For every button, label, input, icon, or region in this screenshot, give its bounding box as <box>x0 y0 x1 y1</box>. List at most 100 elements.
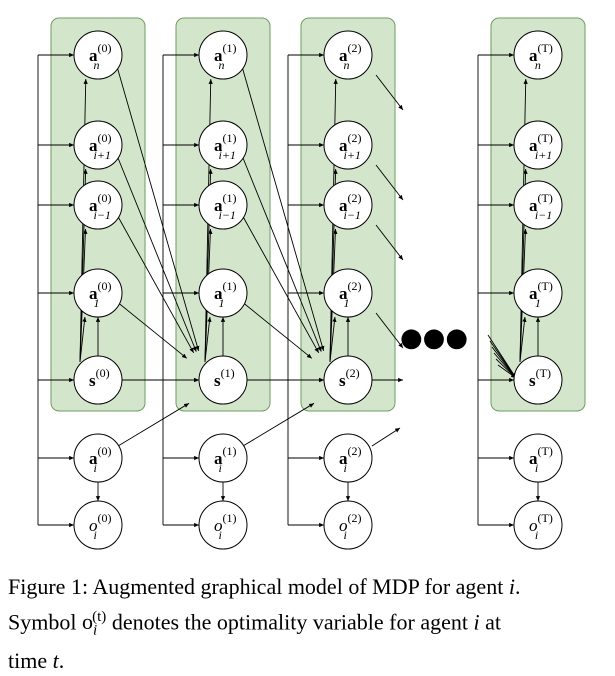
node-circle <box>73 500 123 550</box>
transition-edge <box>240 62 325 352</box>
node-label: a(1) n <box>214 41 237 72</box>
node-label: a(1) i+1 <box>214 131 237 162</box>
node-circle <box>73 355 123 405</box>
node-label: a(T) n <box>529 41 553 72</box>
optimality-symbol: oi(t) <box>81 609 107 639</box>
graphical-model-diagram: a(0) n a(0) i+1 a(0) i−1 a(0) 1 s(0) a(0) i o(0) i a(… <box>37 17 586 550</box>
node-label: a(1) i <box>214 444 237 475</box>
node-ai1m-t1: a(1) i−1 <box>198 180 248 230</box>
node-s-t2: s(2) <box>323 355 373 405</box>
node-label: s(0) <box>89 366 110 390</box>
node-ai1m-tT: a(T) i−1 <box>513 180 563 230</box>
s-to-action-edge <box>204 316 212 363</box>
node-circle <box>323 268 373 318</box>
ai-transition-edge <box>117 402 190 447</box>
node-circle <box>513 120 563 170</box>
node-circle <box>323 433 373 483</box>
node-label: a(0) n <box>89 41 112 72</box>
caption-line2-post: denotes the optimality variable for agen… <box>106 609 474 635</box>
node-label: a(2) i−1 <box>339 191 362 222</box>
node-circle <box>513 433 563 483</box>
node-s-t1: s(1) <box>198 355 248 405</box>
transition-edge <box>115 300 188 359</box>
caption-line1: Figure 1: Augmented graphical model of M… <box>8 574 509 599</box>
node-an-t2: a(2) n <box>323 30 373 80</box>
node-circle <box>513 180 563 230</box>
node-label: o(2) i <box>339 511 362 542</box>
node-label: o(T) i <box>529 511 553 542</box>
caption-time-var: t <box>52 647 59 673</box>
node-circle <box>198 433 248 483</box>
node-label: a(T) i <box>529 444 553 475</box>
node-label: a(2) n <box>339 41 362 72</box>
node-oi-t0: o(0) i <box>73 500 123 550</box>
node-label: a(T) i+1 <box>529 131 553 162</box>
ai-transition-edge <box>242 402 315 447</box>
node-circle <box>73 120 123 170</box>
transition-edge <box>115 212 195 354</box>
node-label: o(0) i <box>89 511 112 542</box>
node-circle <box>323 30 373 80</box>
ai-transition-edge <box>371 427 401 447</box>
node-s-tT: s(T) <box>513 355 563 405</box>
node-s-t0: s(0) <box>73 355 123 405</box>
node-label: a(2) i+1 <box>339 131 362 162</box>
node-a1-t1: a(1) 1 <box>198 268 248 318</box>
node-circle <box>513 355 563 405</box>
node-oi-t1: o(1) i <box>198 500 248 550</box>
node-circle <box>73 268 123 318</box>
node-label: s(2) <box>339 366 360 390</box>
transition-edge <box>240 212 320 354</box>
node-ai-t1: a(1) i <box>198 433 248 483</box>
node-ai1m-t2: a(2) i−1 <box>323 180 373 230</box>
node-circle <box>198 30 248 80</box>
node-ai-tT: a(T) i <box>513 433 563 483</box>
transition-edge <box>375 74 404 111</box>
node-circle <box>198 355 248 405</box>
node-label: s(T) <box>529 366 551 390</box>
node-label: a(2) i <box>339 444 362 475</box>
node-ai1p-t1: a(1) i+1 <box>198 120 248 170</box>
caption-line2-pre: Symbol <box>8 609 82 635</box>
node-circle <box>73 433 123 483</box>
node-label: a(0) i−1 <box>89 191 112 222</box>
node-label: a(T) 1 <box>529 279 553 310</box>
transition-edge <box>375 312 404 349</box>
node-label: a(1) i−1 <box>214 191 237 222</box>
node-label: a(0) 1 <box>89 279 112 310</box>
s-to-action-edge <box>329 316 337 363</box>
node-circle <box>73 180 123 230</box>
node-circle <box>323 355 373 405</box>
node-circle <box>513 268 563 318</box>
node-label: a(1) 1 <box>214 279 237 310</box>
node-an-t1: a(1) n <box>198 30 248 80</box>
node-a1-t0: a(0) 1 <box>73 268 123 318</box>
node-label: s(1) <box>214 366 235 390</box>
node-ai1p-t2: a(2) i+1 <box>323 120 373 170</box>
figure-caption: Figure 1: Augmented graphical model of M… <box>8 574 521 673</box>
node-circle <box>198 180 248 230</box>
node-circle <box>513 500 563 550</box>
transition-edge <box>375 224 404 261</box>
node-circle <box>323 180 373 230</box>
caption-line3-pre: time <box>8 647 53 673</box>
node-a1-tT: a(T) 1 <box>513 268 563 318</box>
node-oi-tT: o(T) i <box>513 500 563 550</box>
incoming-stub-edge <box>497 364 517 379</box>
node-label: o(1) i <box>214 511 237 542</box>
node-label: a(T) i−1 <box>529 191 553 222</box>
node-a1-t2: a(2) 1 <box>323 268 373 318</box>
transition-edge <box>240 152 322 352</box>
transition-edge <box>240 300 313 359</box>
transition-edge <box>375 164 404 201</box>
node-ai-t2: a(2) i <box>323 433 373 483</box>
transition-edge <box>115 152 197 352</box>
node-label: a(0) i+1 <box>89 131 112 162</box>
node-ai1m-t0: a(0) i−1 <box>73 180 123 230</box>
node-circle <box>198 120 248 170</box>
node-oi-t2: o(2) i <box>323 500 373 550</box>
node-ai1p-tT: a(T) i+1 <box>513 120 563 170</box>
node-label: a(0) i <box>89 444 112 475</box>
node-circle <box>323 120 373 170</box>
node-ai-t0: a(0) i <box>73 433 123 483</box>
